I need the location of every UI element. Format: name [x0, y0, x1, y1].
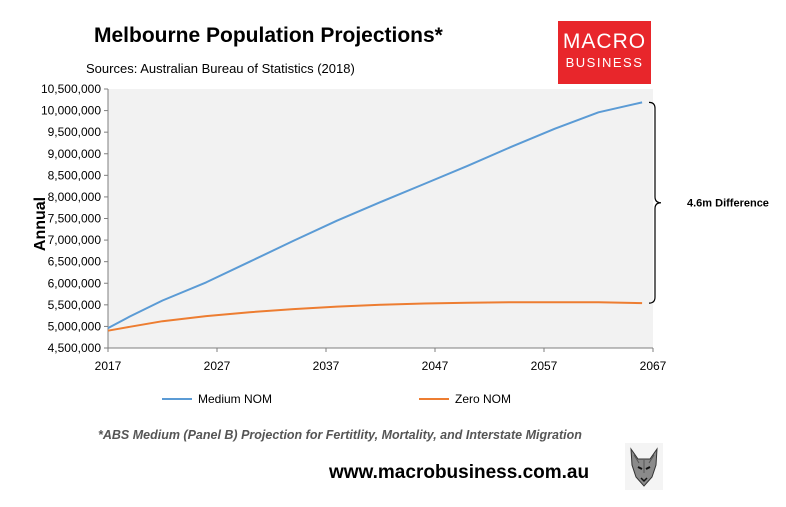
- legend-label-zero-nom: Zero NOM: [455, 392, 511, 406]
- x-tick-label: 2057: [531, 359, 558, 373]
- chart-subtitle: Sources: Australian Bureau of Statistics…: [86, 61, 355, 76]
- x-tick-label: 2017: [95, 359, 122, 373]
- logo-line-1: MACRO: [562, 30, 647, 53]
- x-tick-label: 2027: [204, 359, 231, 373]
- x-tick-label: 2037: [313, 359, 340, 373]
- y-tick-label: 8,000,000: [48, 190, 102, 204]
- y-tick-label: 10,500,000: [41, 82, 101, 96]
- y-tick-label: 6,500,000: [48, 255, 102, 269]
- series-line-medium-nom: [107, 101, 643, 329]
- y-tick-label: 6,000,000: [48, 276, 102, 290]
- footnote: *ABS Medium (Panel B) Projection for Fer…: [98, 428, 582, 442]
- y-tick-label: 4,500,000: [48, 341, 102, 355]
- macrobusiness-logo: MACRO BUSINESS: [558, 21, 651, 84]
- difference-annotation: 4.6m Difference: [687, 198, 769, 210]
- y-tick-label: 7,000,000: [48, 233, 102, 247]
- x-tick-label: 2067: [640, 359, 667, 373]
- y-tick-label: 5,000,000: [48, 319, 102, 333]
- y-tick-label: 8,500,000: [48, 168, 102, 182]
- y-tick-label: 7,500,000: [48, 212, 102, 226]
- x-tick-label: 2047: [422, 359, 449, 373]
- logo-line-2: BUSINESS: [565, 55, 644, 70]
- chart-title: Melbourne Population Projections*: [94, 24, 443, 47]
- y-tick-label: 10,000,000: [41, 104, 101, 118]
- website-url[interactable]: www.macrobusiness.com.au: [329, 462, 590, 483]
- legend-label-medium-nom: Medium NOM: [198, 392, 272, 406]
- y-tick-label: 9,000,000: [48, 147, 102, 161]
- plot-area: [108, 89, 653, 348]
- wolf-icon: [625, 443, 663, 490]
- population-chart: 4,500,000 5,000,000 5,500,000 6,000,000 6,50…: [41, 82, 769, 406]
- y-tick-label: 5,500,000: [48, 298, 102, 312]
- difference-bracket: [648, 101, 662, 304]
- series-line-zero-nom: [107, 301, 643, 332]
- y-tick-label: 9,500,000: [48, 125, 102, 139]
